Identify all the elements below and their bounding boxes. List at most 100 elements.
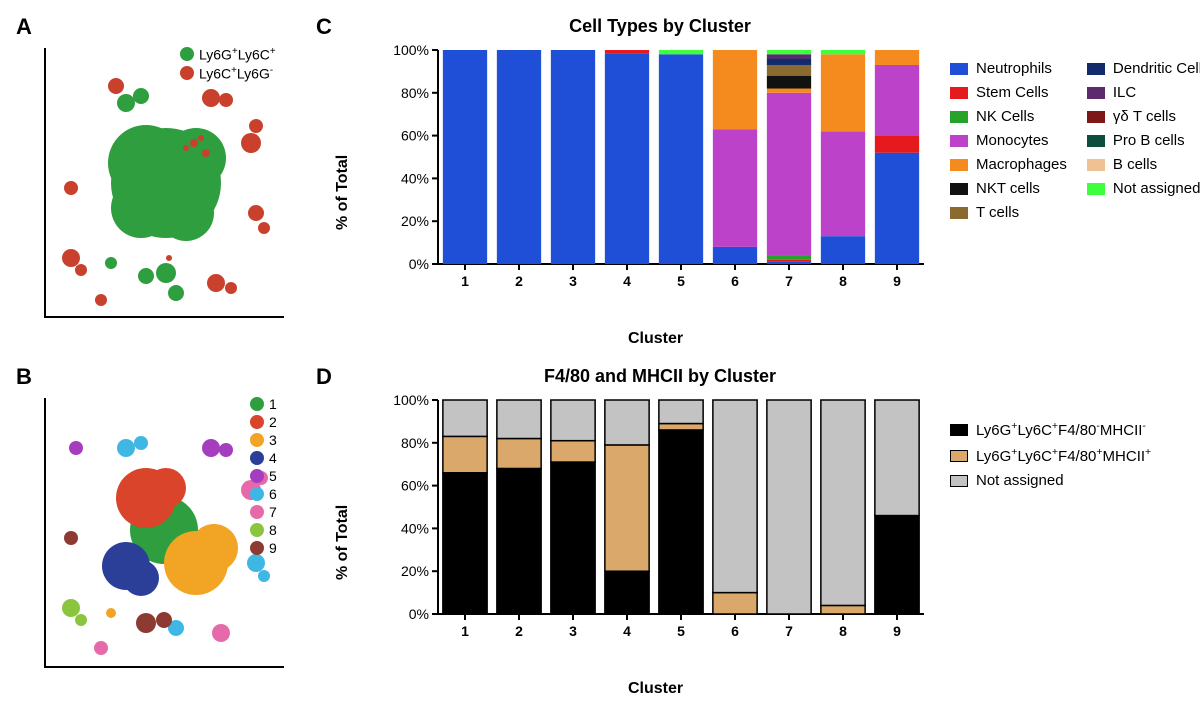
bar-segment [821,400,865,605]
bar-segment [497,50,541,264]
panel-b-legend: 123456789 [250,396,277,558]
panel-c-label: C [316,14,332,40]
panel-b-scatter [44,398,284,668]
panel-c-chart-area: 0%20%40%60%80%100%123456789 [390,44,930,304]
scatter-blob [75,264,87,276]
scatter-blob [64,181,78,195]
legend-swatch [950,450,968,462]
scatter-blob [156,263,176,283]
bar-segment [605,53,649,264]
legend-item: 5 [250,468,277,484]
scatter-blob [190,139,198,147]
legend-label: γδ T cells [1113,108,1176,125]
legend-label: Ly6G+Ly6C+ [199,46,276,63]
scatter-blob [117,439,135,457]
svg-text:2: 2 [515,273,523,289]
bar-segment [767,54,811,58]
scatter-blob [133,88,149,104]
scatter-blob [183,145,189,151]
legend-swatch [950,135,968,147]
legend-swatch [250,523,264,537]
scatter-blob [156,612,172,628]
legend-swatch [1087,135,1105,147]
legend-label: NKT cells [976,180,1040,197]
legend-label: 9 [269,540,277,556]
legend-label: Macrophages [976,156,1067,173]
panel-d-chart-area: 0%20%40%60%80%100%123456789 [390,394,930,654]
panel-c-legend: NeutrophilsStem CellsNK CellsMonocytesMa… [950,60,1200,228]
bar-segment [659,50,703,54]
legend-item: Pro B cells [1087,132,1200,149]
scatter-blob [134,436,148,450]
legend-item: Neutrophils [950,60,1067,77]
legend-swatch [1087,63,1105,75]
legend-swatch [250,487,264,501]
scatter-blob [248,205,264,221]
legend-swatch [250,433,264,447]
panel-a-legend: Ly6G+Ly6C+ Ly6C+Ly6G- [180,46,276,83]
panel-c: C Cell Types by Cluster 0%20%40%60%80%10… [310,10,1200,360]
bar-segment [875,153,919,264]
legend-item: Not assigned [950,472,1151,489]
bar-segment [767,93,811,256]
panel-c-ylabel: % of Total [334,155,352,230]
bar-segment [659,424,703,430]
bar-segment [767,65,811,76]
legend-label: ILC [1113,84,1136,101]
bar-segment [551,462,595,614]
svg-text:8: 8 [839,623,847,639]
legend-item: γδ T cells [1087,108,1200,125]
scatter-blob [249,119,263,133]
bar-segment [713,400,757,593]
bar-segment [821,236,865,264]
bar-segment [659,54,703,264]
bar-segment [875,400,919,516]
svg-text:9: 9 [893,623,901,639]
scatter-blob [94,641,108,655]
legend-swatch [1087,87,1105,99]
bar-segment [767,76,811,89]
legend-swatch [180,66,194,80]
legend-label: Pro B cells [1113,132,1185,149]
legend-label: 7 [269,504,277,520]
legend-item: Ly6G+Ly6C+F4/80-MHCII- [950,420,1151,439]
legend-swatch [250,541,264,555]
bar-segment [767,89,811,93]
bar-segment [497,468,541,614]
svg-text:20%: 20% [401,563,429,579]
legend-label: Neutrophils [976,60,1052,77]
svg-text:20%: 20% [401,213,429,229]
legend-item: NKT cells [950,180,1067,197]
legend-swatch [950,207,968,219]
scatter-blob [258,222,270,234]
bar-segment [821,50,865,54]
legend-swatch [250,469,264,483]
legend-label: Not assigned [1113,180,1200,197]
legend-item: 3 [250,432,277,448]
bar-segment [875,516,919,614]
legend-item: 6 [250,486,277,502]
legend-item: T cells [950,204,1067,221]
scatter-blob [202,149,210,157]
legend-swatch [950,87,968,99]
svg-text:5: 5 [677,273,685,289]
legend-swatch [950,63,968,75]
scatter-blob [219,93,233,107]
legend-label: Ly6G+Ly6C+F4/80-MHCII- [976,420,1146,439]
legend-swatch [250,415,264,429]
scatter-blob [105,257,117,269]
svg-text:40%: 40% [401,520,429,536]
scatter-blob [190,524,238,572]
svg-text:100%: 100% [393,394,429,408]
panel-b-label: B [16,364,32,390]
bar-segment [821,605,865,614]
bar-segment [767,260,811,262]
legend-label: Dendritic Cells [1113,60,1200,77]
legend-label: 8 [269,522,277,538]
legend-swatch [1087,159,1105,171]
svg-text:60%: 60% [401,478,429,494]
legend-label: 1 [269,396,277,412]
bar-segment [605,571,649,614]
legend-item: Ly6C+Ly6G- [180,65,276,82]
legend-swatch [250,397,264,411]
